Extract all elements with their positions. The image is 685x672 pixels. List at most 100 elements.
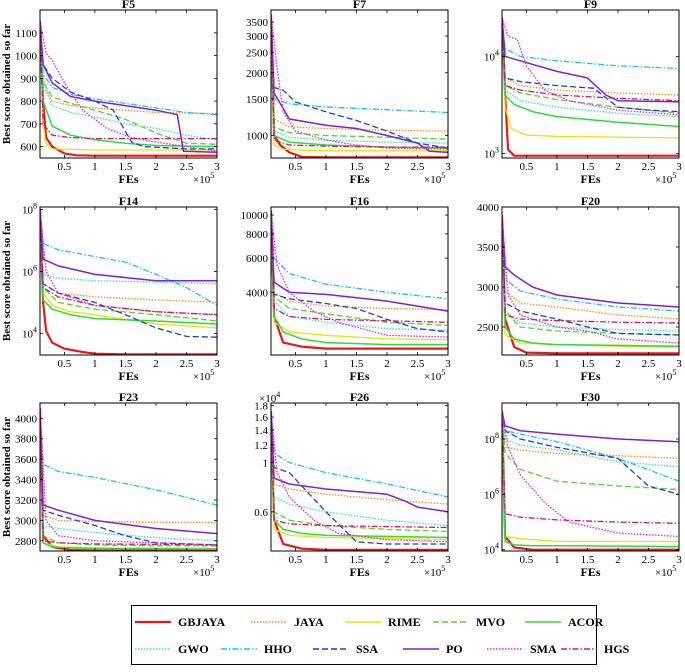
x-exponent-label: ×105 [655, 564, 676, 579]
series-hgs [271, 210, 448, 323]
legend-label: GBJAYA [178, 614, 226, 629]
x-exponent-label: ×105 [424, 171, 445, 186]
series-sma [40, 21, 217, 152]
y-tick-label: 2500 [477, 322, 500, 334]
series-jaya [40, 209, 217, 304]
series-gwo [271, 210, 448, 331]
legend-item-gbjaya: GBJAYA [134, 614, 225, 630]
x-tick-label: 0.5 [58, 358, 72, 370]
series-hgs [40, 21, 217, 140]
y-tick-label: 2000 [246, 68, 269, 80]
panel-title: F20 [581, 194, 600, 208]
x-tick-label: 0.5 [520, 554, 534, 566]
legend-label: ACOR [568, 614, 604, 629]
series-group [271, 14, 448, 158]
y-tick-label: 108 [22, 201, 37, 216]
x-tick-label: 1 [554, 161, 560, 173]
series-hho [271, 210, 448, 300]
x-tick-label: 3 [676, 554, 682, 566]
series-group [40, 21, 217, 157]
series-hho [40, 209, 217, 306]
series-ssa [271, 14, 448, 149]
legend-item-jaya: JAYA [250, 614, 324, 630]
x-exponent-label: ×105 [193, 171, 214, 186]
series-gbjaya [271, 210, 448, 350]
series-gbjaya [40, 209, 217, 355]
series-mvo [40, 209, 217, 322]
y-axis-label: Best score obtained so far [1, 221, 13, 341]
series-gwo [40, 209, 217, 285]
x-tick-label: 1 [92, 554, 98, 566]
series-ssa [271, 411, 448, 545]
x-tick-label: 3 [445, 554, 451, 566]
x-tick-label: 2.5 [411, 554, 425, 566]
series-hgs [40, 408, 217, 546]
panel-f9: 0.5 1 1.5 2 2.5 3 103 104 F9 FEs ×105 [484, 0, 682, 186]
series-acor [502, 214, 679, 347]
y-tick-label: 900 [21, 73, 38, 85]
y-tick-label: 3000 [477, 282, 500, 294]
series-acor [502, 17, 679, 128]
x-exponent-label: ×105 [655, 368, 676, 383]
panel-f26: 0.5 1 1.5 2 2.5 3 0.6 1 1.2 1.41.61.8 F26 FEs ×105 ×1… [254, 390, 451, 579]
legend-label: PO [446, 641, 463, 656]
series-sma [271, 411, 448, 543]
series-group [271, 210, 448, 350]
y-exponent-label: ×104 [259, 390, 280, 405]
legend-label: HGS [604, 641, 630, 656]
series-sma [502, 214, 679, 344]
series-gwo [271, 14, 448, 144]
series-po [502, 411, 679, 443]
x-tick-label: 2.5 [180, 554, 194, 566]
x-tick-label: 0.5 [58, 161, 72, 173]
y-tick-label: 2500 [246, 48, 269, 60]
y-axis-label: Best score obtained so far [1, 417, 13, 537]
series-group [502, 411, 679, 551]
x-tick-label: 0.5 [520, 161, 534, 173]
y-tick-label: 104 [484, 542, 499, 557]
series-gbjaya [40, 21, 217, 157]
y-tick-label: 106 [22, 263, 37, 278]
panel-title: F7 [353, 0, 366, 11]
panel-f23: 0.5 1 1.5 2 2.5 3 2800 3000 3200 3400 3600 3800 4000… [1, 390, 220, 579]
series-jaya [40, 408, 217, 524]
series-mvo [40, 21, 217, 145]
x-tick-label: 2 [153, 358, 159, 370]
x-axis-label: FEs [349, 369, 369, 383]
series-gwo [40, 408, 217, 542]
x-tick-label: 2.5 [642, 358, 656, 370]
x-tick-label: 2.5 [642, 554, 656, 566]
panel-title: F16 [350, 194, 369, 208]
panel-f16: 0.5 1 1.5 2 2.5 3 4000 6000 8000 10000 F16 FEs ×105 [241, 194, 452, 383]
legend-item-sma: SMA [486, 641, 557, 657]
y-tick-label: 800 [21, 96, 38, 108]
series-acor [271, 210, 448, 346]
legend: GBJAYA JAYA RIME MVO ACOR GWO HHO SSA PO SMA HGS [131, 605, 629, 665]
legend-item-mvo: MVO [432, 614, 505, 630]
x-tick-label: 2 [384, 554, 390, 566]
x-exponent-label: ×105 [424, 368, 445, 383]
x-tick-label: 1 [323, 161, 329, 173]
series-rime [40, 209, 217, 329]
panel-title: F14 [119, 194, 138, 208]
series-sma [502, 17, 679, 116]
x-tick-label: 2.5 [180, 358, 194, 370]
series-jaya [502, 17, 679, 96]
x-tick-label: 0.5 [520, 358, 534, 370]
axes-frame [501, 9, 680, 159]
y-tick-label: 1500 [246, 94, 269, 106]
x-tick-label: 1 [554, 554, 560, 566]
panel-f20: 0.5 1 1.5 2 2.5 3 2500 3000 3500 4000 F20 FEs ×105 [477, 194, 682, 383]
series-po [40, 209, 217, 282]
series-mvo [271, 210, 448, 327]
x-tick-label: 1.5 [350, 554, 364, 566]
y-tick-label: 103 [484, 146, 499, 161]
series-gwo [271, 411, 448, 527]
x-exponent-label: ×105 [655, 171, 676, 186]
series-gwo [502, 411, 679, 468]
x-exponent-label: ×105 [193, 368, 214, 383]
x-exponent-label: ×105 [424, 564, 445, 579]
series-jaya [271, 411, 448, 505]
x-tick-label: 0.5 [289, 358, 303, 370]
